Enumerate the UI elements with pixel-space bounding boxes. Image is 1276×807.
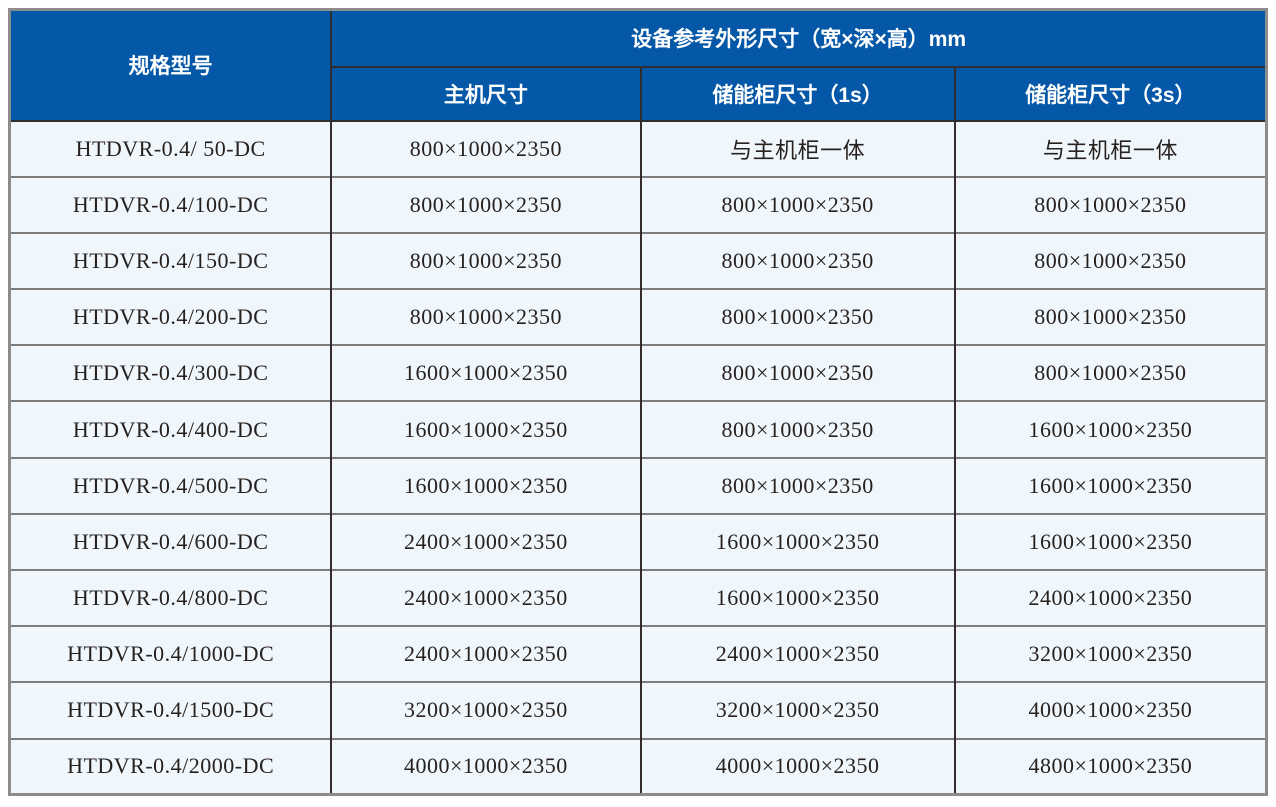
host-size-cell: 800×1000×2350 bbox=[330, 175, 641, 233]
storage-1s-cell: 800×1000×2350 bbox=[639, 231, 955, 290]
spec-model-cell: HTDVR-0.4/ 50-DC bbox=[8, 119, 332, 177]
table-row: HTDVR-0.4/1500-DC 3200×1000×2350 3200×10… bbox=[8, 681, 1267, 739]
header-spec-model: 规格型号 bbox=[8, 9, 332, 122]
table-row: HTDVR-0.4/100-DC 800×1000×2350 800×1000×… bbox=[8, 175, 1267, 233]
storage-1s-cell: 800×1000×2350 bbox=[639, 288, 955, 346]
host-size-cell: 800×1000×2350 bbox=[330, 119, 641, 177]
table-row: HTDVR-0.4/300-DC 1600×1000×2350 800×1000… bbox=[8, 344, 1267, 402]
header-host-size: 主机尺寸 bbox=[330, 66, 641, 122]
spec-model-cell: HTDVR-0.4/100-DC bbox=[8, 175, 332, 233]
table-row: HTDVR-0.4/400-DC 1600×1000×2350 800×1000… bbox=[8, 400, 1267, 458]
spec-model-cell: HTDVR-0.4/200-DC bbox=[8, 288, 332, 346]
storage-1s-cell: 800×1000×2350 bbox=[639, 344, 955, 402]
storage-1s-cell: 800×1000×2350 bbox=[639, 400, 955, 458]
table-header: 规格型号 设备参考外形尺寸（宽×深×高）mm 主机尺寸 储能柜尺寸（1s） 储能… bbox=[8, 9, 1267, 122]
host-size-cell: 800×1000×2350 bbox=[330, 288, 641, 346]
table-row: HTDVR-0.4/150-DC 800×1000×2350 800×1000×… bbox=[8, 231, 1267, 290]
table-body: HTDVR-0.4/ 50-DC 800×1000×2350 与主机柜一体 与主… bbox=[8, 119, 1267, 795]
storage-3s-cell: 1600×1000×2350 bbox=[953, 456, 1267, 514]
spec-model-cell: HTDVR-0.4/2000-DC bbox=[8, 737, 332, 795]
table-row: HTDVR-0.4/ 50-DC 800×1000×2350 与主机柜一体 与主… bbox=[8, 119, 1267, 177]
host-size-cell: 4000×1000×2350 bbox=[330, 737, 641, 795]
host-size-cell: 1600×1000×2350 bbox=[330, 456, 641, 514]
storage-1s-cell: 1600×1000×2350 bbox=[639, 512, 955, 570]
storage-3s-cell: 3200×1000×2350 bbox=[953, 625, 1267, 683]
host-size-cell: 2400×1000×2350 bbox=[330, 512, 641, 570]
table-row: HTDVR-0.4/200-DC 800×1000×2350 800×1000×… bbox=[8, 288, 1267, 346]
host-size-cell: 800×1000×2350 bbox=[330, 231, 641, 290]
spec-model-cell: HTDVR-0.4/500-DC bbox=[8, 456, 332, 514]
host-size-cell: 2400×1000×2350 bbox=[330, 625, 641, 683]
table-row: HTDVR-0.4/800-DC 2400×1000×2350 1600×100… bbox=[8, 568, 1267, 627]
spec-table: 规格型号 设备参考外形尺寸（宽×深×高）mm 主机尺寸 储能柜尺寸（1s） 储能… bbox=[8, 8, 1268, 797]
header-row-2: 主机尺寸 储能柜尺寸（1s） 储能柜尺寸（3s） bbox=[10, 66, 1267, 122]
host-size-cell: 1600×1000×2350 bbox=[330, 344, 641, 402]
header-storage-1s: 储能柜尺寸（1s） bbox=[639, 66, 955, 122]
storage-3s-cell: 800×1000×2350 bbox=[953, 288, 1267, 346]
storage-3s-cell: 4800×1000×2350 bbox=[953, 737, 1267, 795]
host-size-cell: 1600×1000×2350 bbox=[330, 400, 641, 458]
storage-3s-cell: 800×1000×2350 bbox=[953, 344, 1267, 402]
storage-3s-cell: 800×1000×2350 bbox=[953, 231, 1267, 290]
storage-1s-cell: 3200×1000×2350 bbox=[639, 681, 955, 739]
host-size-cell: 2400×1000×2350 bbox=[330, 568, 641, 627]
storage-1s-cell: 800×1000×2350 bbox=[639, 456, 955, 514]
storage-3s-cell: 与主机柜一体 bbox=[953, 119, 1267, 177]
storage-3s-cell: 1600×1000×2350 bbox=[953, 400, 1267, 458]
storage-3s-cell: 2400×1000×2350 bbox=[953, 568, 1267, 627]
storage-1s-cell: 4000×1000×2350 bbox=[639, 737, 955, 795]
storage-3s-cell: 4000×1000×2350 bbox=[953, 681, 1267, 739]
storage-3s-cell: 1600×1000×2350 bbox=[953, 512, 1267, 570]
header-dimensions-group: 设备参考外形尺寸（宽×深×高）mm bbox=[330, 9, 1267, 68]
spec-model-cell: HTDVR-0.4/400-DC bbox=[8, 400, 332, 458]
spec-model-cell: HTDVR-0.4/800-DC bbox=[8, 568, 332, 627]
spec-model-cell: HTDVR-0.4/1500-DC bbox=[8, 681, 332, 739]
storage-1s-cell: 800×1000×2350 bbox=[639, 175, 955, 233]
table-row: HTDVR-0.4/2000-DC 4000×1000×2350 4000×10… bbox=[8, 737, 1267, 795]
spec-model-cell: HTDVR-0.4/300-DC bbox=[8, 344, 332, 402]
header-storage-3s: 储能柜尺寸（3s） bbox=[953, 66, 1267, 122]
host-size-cell: 3200×1000×2350 bbox=[330, 681, 641, 739]
storage-1s-cell: 1600×1000×2350 bbox=[639, 568, 955, 627]
storage-1s-cell: 2400×1000×2350 bbox=[639, 625, 955, 683]
spec-model-cell: HTDVR-0.4/600-DC bbox=[8, 512, 332, 570]
table-row: HTDVR-0.4/600-DC 2400×1000×2350 1600×100… bbox=[8, 512, 1267, 570]
storage-1s-cell: 与主机柜一体 bbox=[639, 119, 955, 177]
storage-3s-cell: 800×1000×2350 bbox=[953, 175, 1267, 233]
header-row-1: 规格型号 设备参考外形尺寸（宽×深×高）mm bbox=[8, 9, 1267, 122]
spec-model-cell: HTDVR-0.4/150-DC bbox=[8, 231, 332, 290]
spec-model-cell: HTDVR-0.4/1000-DC bbox=[8, 625, 332, 683]
table-row: HTDVR-0.4/1000-DC 2400×1000×2350 2400×10… bbox=[8, 625, 1267, 683]
table-row: HTDVR-0.4/500-DC 1600×1000×2350 800×1000… bbox=[8, 456, 1267, 514]
